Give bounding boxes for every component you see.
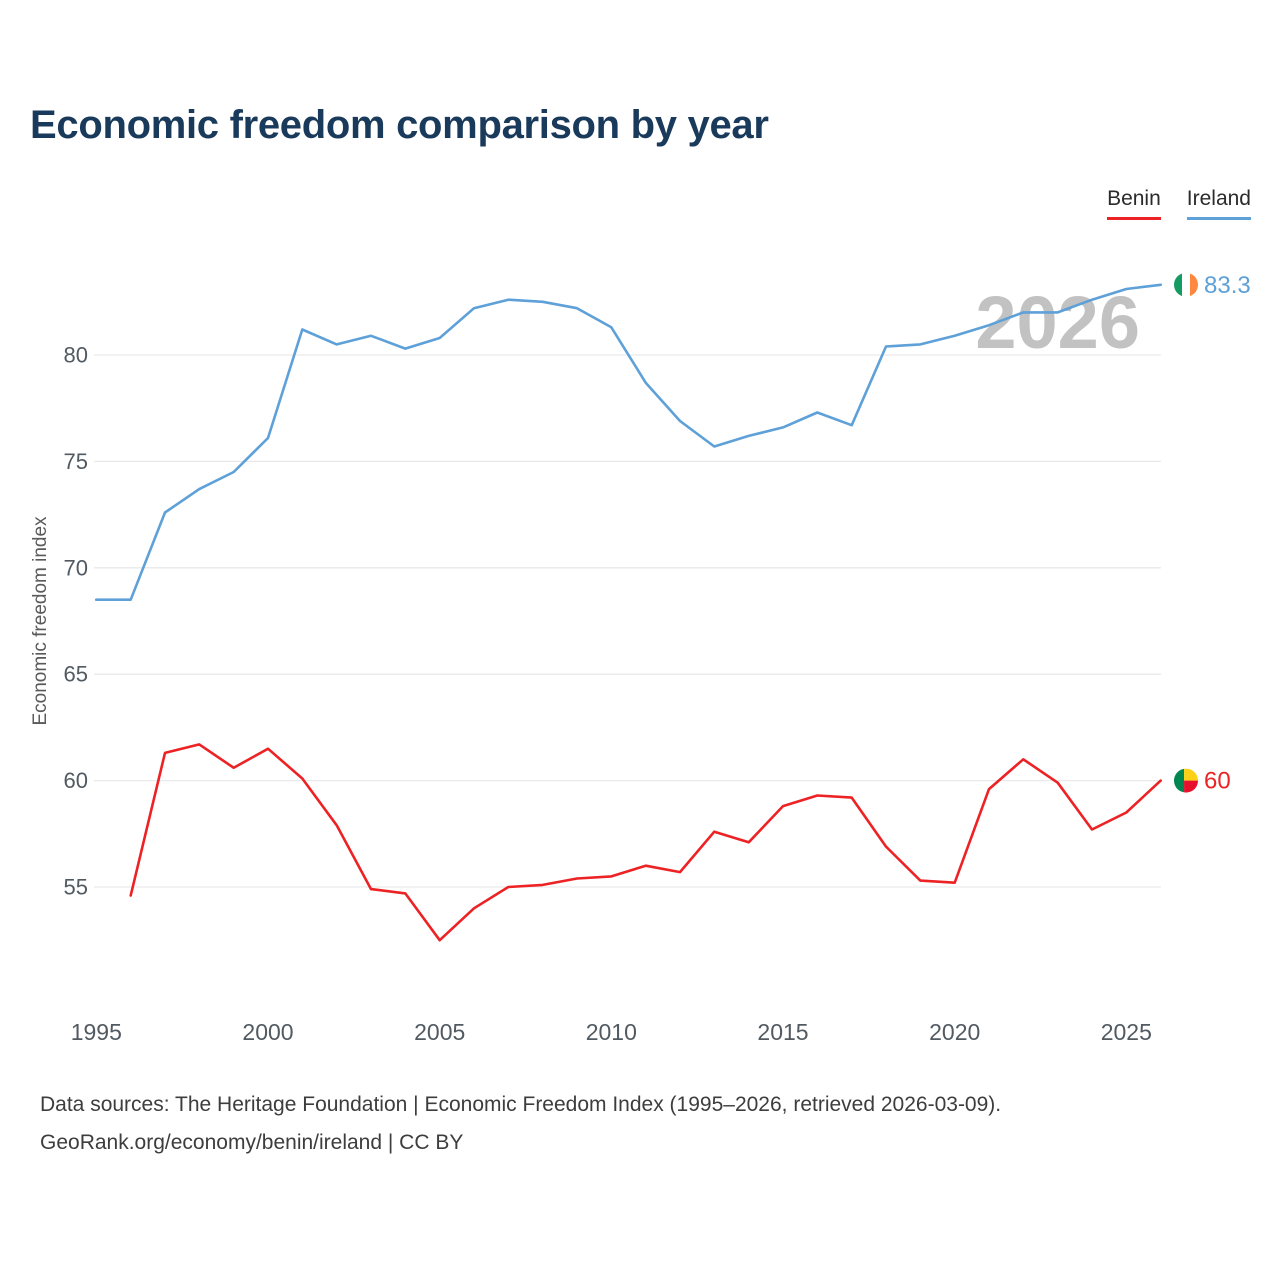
y-tick-label: 80: [64, 343, 88, 368]
y-tick-label: 70: [64, 555, 88, 580]
y-tick-label: 55: [64, 875, 88, 900]
ireland-line[interactable]: [95, 283, 1162, 602]
ireland-flag-icon: [1174, 272, 1198, 297]
x-tick-label: 2015: [757, 1019, 808, 1045]
benin-line[interactable]: [129, 743, 1162, 942]
ireland-end-value: 83.3: [1204, 272, 1251, 299]
x-tick-label: 2000: [242, 1019, 293, 1045]
y-axis-title: Economic freedom index: [30, 516, 51, 726]
watermark-year: 2026: [975, 281, 1140, 364]
page-title: Economic freedom comparison by year: [30, 103, 769, 147]
x-tick-label: 2005: [414, 1019, 465, 1045]
x-tick-label: 2025: [1101, 1019, 1152, 1045]
y-tick-label: 60: [64, 768, 88, 793]
legend: Benin Ireland: [1107, 187, 1251, 220]
benin-flag-icon: [1174, 768, 1198, 793]
data-sources-line1: Data sources: The Heritage Foundation | …: [40, 1093, 1002, 1116]
x-tick-label: 2010: [586, 1019, 637, 1045]
y-tick-label: 65: [64, 662, 88, 687]
data-sources-line2: GeoRank.org/economy/benin/ireland | CC B…: [40, 1131, 464, 1154]
x-tick-label: 1995: [71, 1019, 122, 1045]
legend-item-ireland[interactable]: Ireland: [1186, 187, 1251, 220]
benin-end-value: 60: [1204, 768, 1231, 795]
x-tick-label: 2020: [929, 1019, 980, 1045]
y-tick-label: 75: [64, 449, 88, 474]
data-sources: Data sources: The Heritage Foundation | …: [40, 1086, 1001, 1162]
legend-item-benin[interactable]: Benin: [1107, 187, 1161, 220]
